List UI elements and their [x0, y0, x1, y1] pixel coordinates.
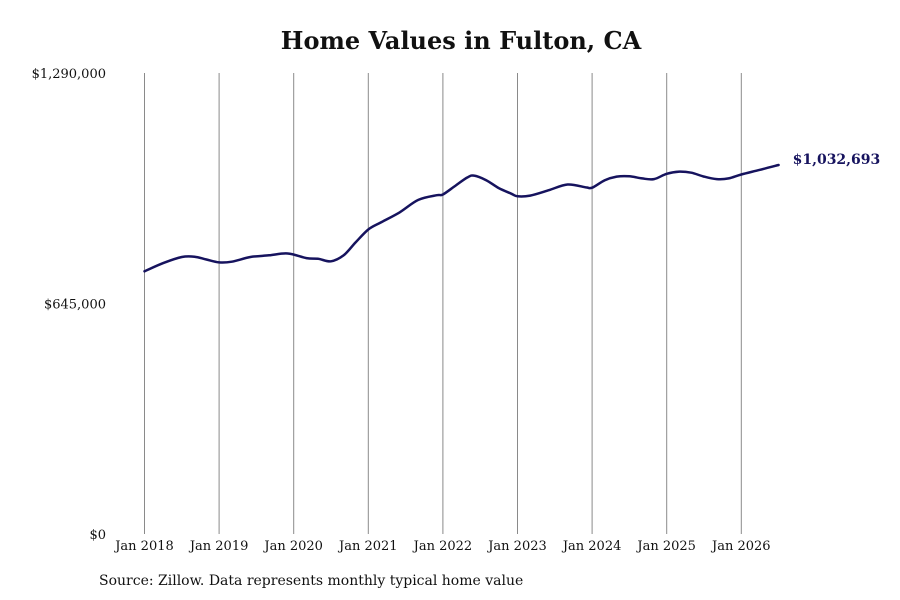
y-tick-label: $0: [89, 528, 106, 543]
x-tick-label: Jan 2022: [412, 539, 473, 554]
x-axis: Jan 2018 Jan 2019 Jan 2020 Jan 2021 Jan 2022…: [113, 539, 770, 554]
gridlines: [144, 73, 742, 534]
x-tick-label: Jan 2019: [188, 539, 249, 554]
x-tick-label: Jan 2024: [561, 539, 622, 554]
y-tick-label: $1,290,000: [32, 67, 106, 82]
x-tick-label: Jan 2025: [635, 539, 696, 554]
y-tick-label: $645,000: [44, 298, 106, 313]
series-line: [143, 163, 780, 273]
x-tick-label: Jan 2023: [486, 539, 547, 554]
series-group: [143, 163, 780, 273]
chart-title: Home Values in Fulton, CA: [280, 26, 642, 55]
y-axis: $0 $645,000 $1,290,000: [32, 67, 106, 543]
end-value-label: $1,032,693: [793, 152, 881, 168]
x-tick-label: Jan 2021: [337, 539, 398, 554]
x-tick-label: Jan 2018: [113, 539, 174, 554]
x-tick-label: Jan 2026: [710, 539, 771, 554]
source-note: Source: Zillow. Data represents monthly …: [99, 573, 524, 589]
x-tick-label: Jan 2020: [262, 539, 323, 554]
